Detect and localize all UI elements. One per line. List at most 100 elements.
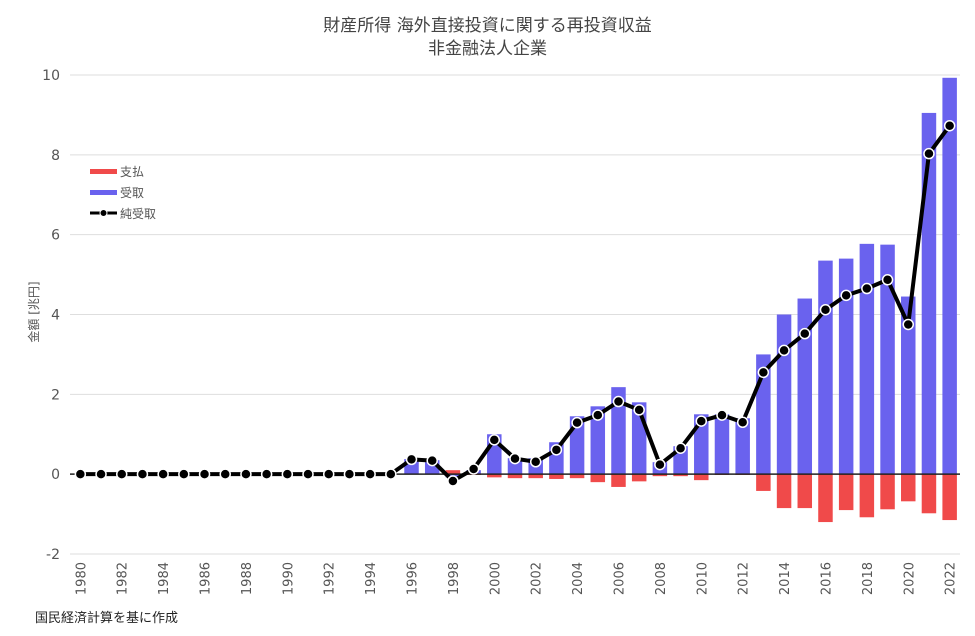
net-point xyxy=(736,416,749,429)
y-tick-label: 0 xyxy=(51,467,60,483)
x-tick-label: 1994 xyxy=(364,562,379,595)
x-tick-label: 2018 xyxy=(861,562,876,595)
x-tick-label: 1998 xyxy=(447,562,462,595)
net-point xyxy=(426,454,438,467)
net-line-series xyxy=(74,119,956,487)
legend-label-payment: 支払 xyxy=(120,165,144,179)
bar-payment xyxy=(549,474,564,479)
bar-receipt xyxy=(590,406,606,475)
net-point xyxy=(385,468,397,480)
chart-title: 財産所得 海外直接投資に関する再投資収益 xyxy=(323,16,652,36)
bar-receipt xyxy=(611,387,626,475)
chart-subtitle: 非金融法人企業 xyxy=(428,39,547,59)
x-tick-label: 1986 xyxy=(199,562,214,595)
bar-payment xyxy=(880,474,895,510)
y-tick-label: -2 xyxy=(46,547,60,563)
legend-item-receipt[interactable]: 受取 xyxy=(90,186,144,200)
y-tick-label: 2 xyxy=(51,387,60,403)
bar-payment xyxy=(445,470,461,475)
bar-payment xyxy=(487,474,502,478)
bar-payment xyxy=(569,474,585,479)
net-point xyxy=(95,468,107,480)
bar-payment xyxy=(507,474,523,479)
x-tick-label: 2002 xyxy=(530,562,545,595)
x-tick-label: 2016 xyxy=(819,562,834,595)
x-tick-label: 2014 xyxy=(778,562,793,595)
x-tick-label: 2020 xyxy=(902,562,917,595)
net-point xyxy=(157,468,169,480)
net-point xyxy=(447,475,459,487)
x-tick-label: 2012 xyxy=(737,562,752,595)
net-point xyxy=(861,282,873,295)
bar-payment xyxy=(631,474,647,482)
bar-receipt xyxy=(818,260,833,475)
bar-payment xyxy=(756,474,771,491)
net-point xyxy=(612,395,625,408)
net-point xyxy=(260,468,273,480)
net-point xyxy=(467,463,480,475)
bar-receipt xyxy=(797,298,813,475)
net-point xyxy=(136,468,149,480)
legend-item-payment[interactable]: 支払 xyxy=(90,165,144,179)
y-axis-label: 金額 [兆円] xyxy=(26,281,41,342)
net-point xyxy=(178,468,190,480)
net-point xyxy=(923,147,935,160)
x-tick-label: 2004 xyxy=(571,562,586,595)
y-axis: -2 0 2 4 6 8 10 xyxy=(42,68,60,563)
net-point xyxy=(302,468,314,480)
net-point xyxy=(198,468,211,480)
net-point xyxy=(633,404,645,416)
bar-receipt xyxy=(921,112,937,475)
net-point xyxy=(778,344,790,357)
bars xyxy=(404,77,957,523)
net-point xyxy=(509,452,521,465)
net-point xyxy=(943,119,956,132)
net-point xyxy=(550,444,563,456)
net-point xyxy=(74,468,87,480)
bar-payment xyxy=(611,474,626,487)
net-point xyxy=(364,468,376,480)
x-tick-label: 1980 xyxy=(74,562,89,595)
bar-payment xyxy=(838,474,854,511)
bar-payment xyxy=(942,474,957,521)
legend-marker-net xyxy=(99,209,108,217)
bar-payment xyxy=(590,474,606,483)
net-point xyxy=(322,468,335,480)
net-point xyxy=(819,303,832,316)
net-point xyxy=(571,416,583,429)
net-point xyxy=(343,468,356,480)
bar-payment xyxy=(776,474,792,509)
bar-payment xyxy=(901,474,916,502)
net-point xyxy=(674,442,687,454)
x-tick-label: 2006 xyxy=(612,562,627,595)
x-tick-label: 1996 xyxy=(406,562,421,595)
legend: 支払 受取 純受取 xyxy=(90,165,156,221)
legend-label-net: 純受取 xyxy=(120,207,156,221)
x-tick-label: 2000 xyxy=(488,562,503,595)
net-point xyxy=(654,458,666,471)
x-tick-label: 2022 xyxy=(944,562,959,595)
net-point xyxy=(840,289,852,302)
net-point xyxy=(592,409,604,421)
bar-receipt xyxy=(880,244,895,475)
bar-receipt xyxy=(838,258,854,475)
x-tick-label: 1982 xyxy=(116,562,131,595)
bar-payment xyxy=(797,474,813,509)
net-point xyxy=(488,434,501,446)
net-point xyxy=(757,366,770,379)
bar-receipt xyxy=(569,416,585,475)
bar-receipt xyxy=(714,414,730,475)
bar-payment xyxy=(652,474,668,477)
bar-receipt xyxy=(942,77,957,475)
bar-receipt xyxy=(694,414,709,475)
bar-receipt xyxy=(901,296,916,475)
net-point xyxy=(115,468,128,480)
net-point xyxy=(405,453,418,466)
bar-payment xyxy=(859,474,875,518)
x-tick-label: 1992 xyxy=(323,562,338,595)
net-point xyxy=(240,468,252,480)
net-point xyxy=(881,274,894,286)
legend-item-net[interactable]: 純受取 xyxy=(90,207,156,221)
bar-payment xyxy=(818,474,833,523)
